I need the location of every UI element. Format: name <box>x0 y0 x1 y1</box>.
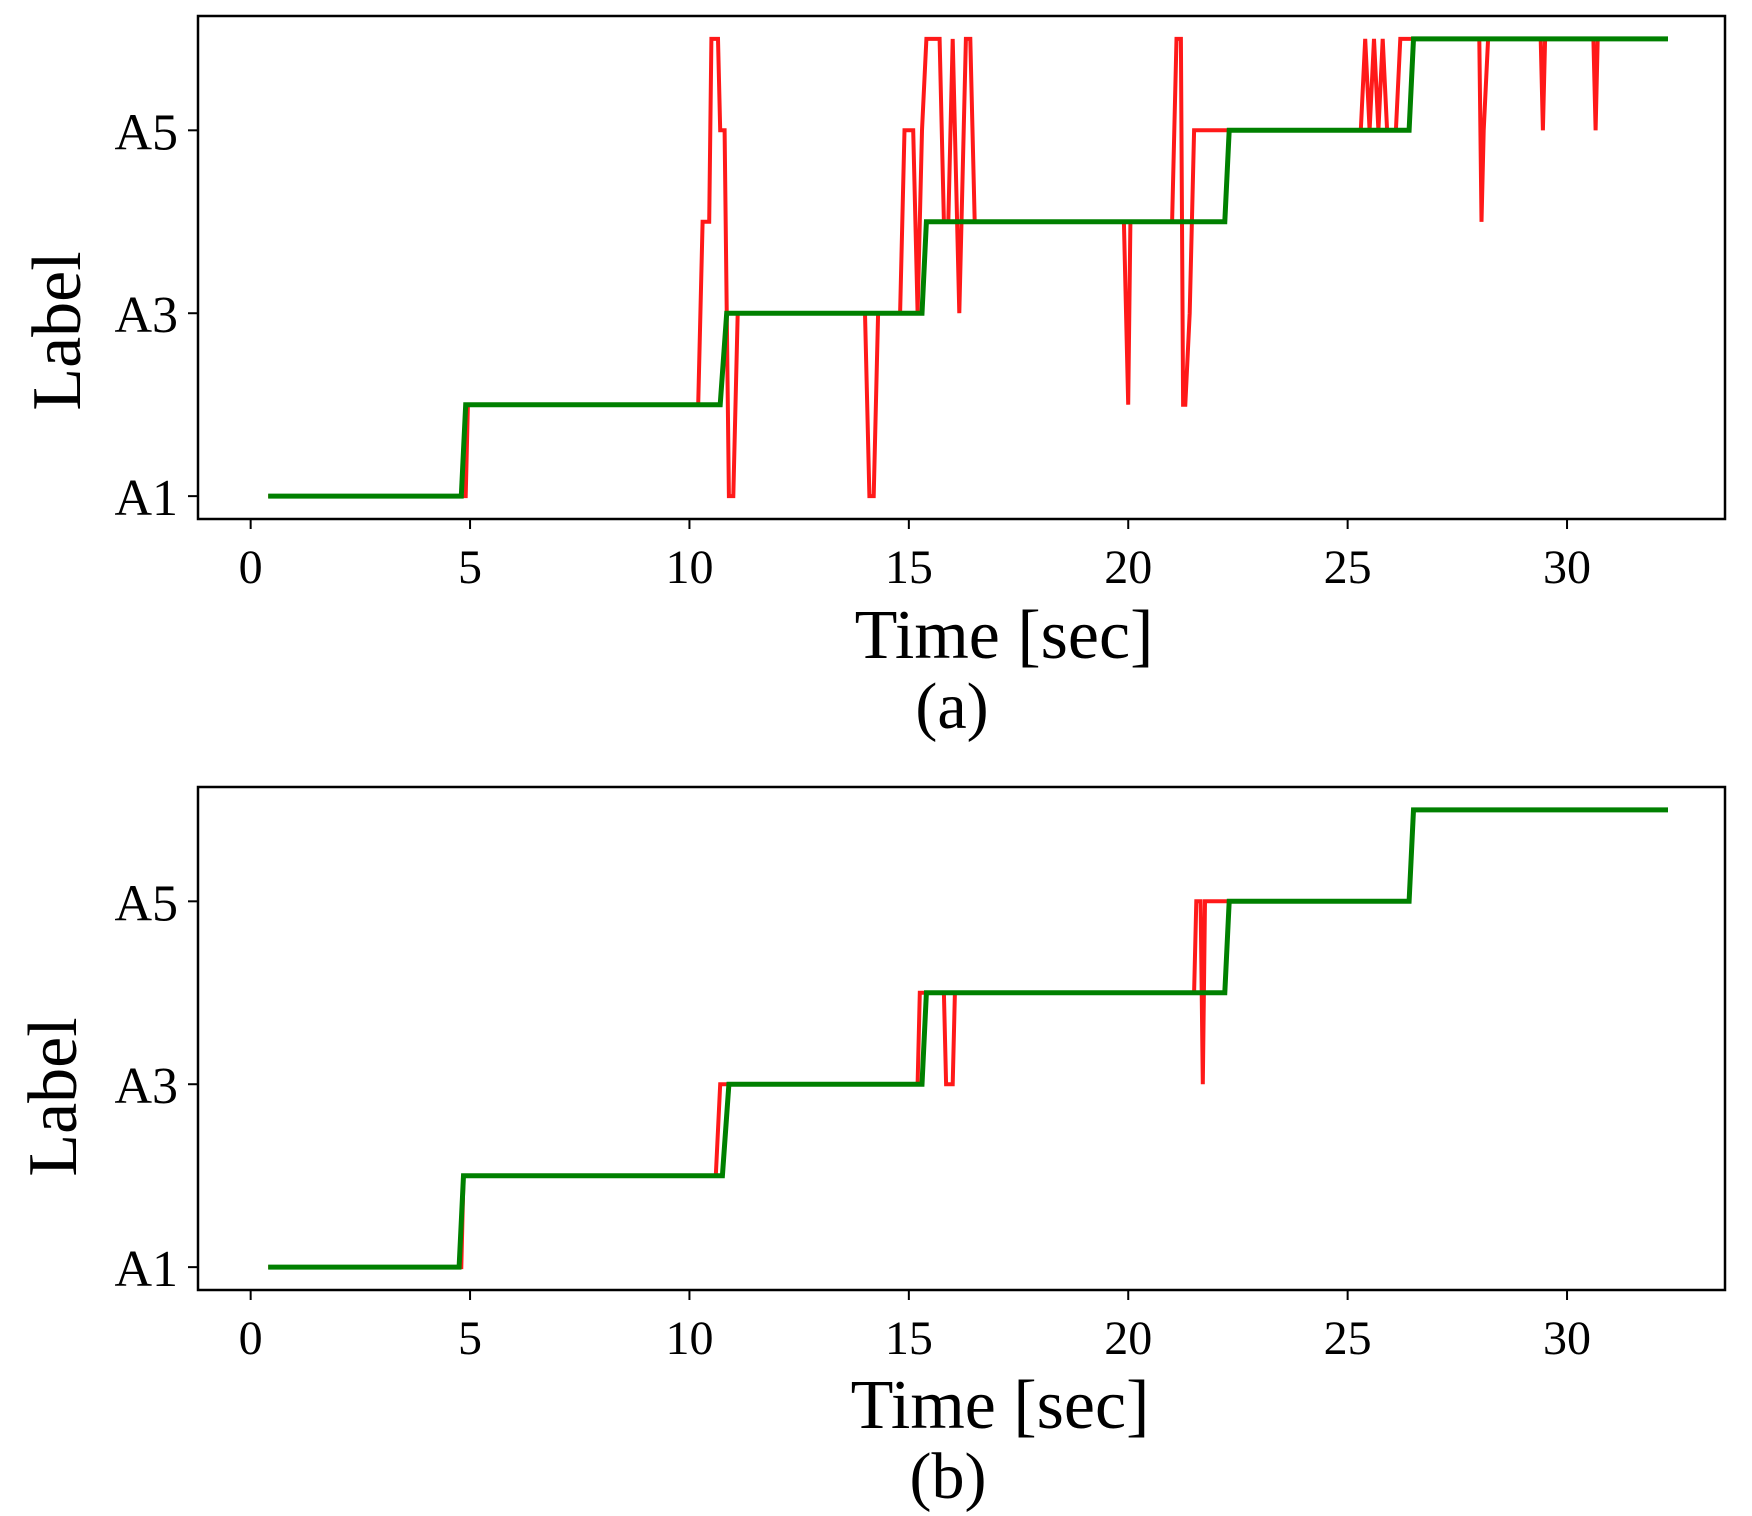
x-tick-label-a: 0 <box>239 541 263 594</box>
y-tick-label-a: A5 <box>114 104 178 161</box>
x-ticks-a: 0 5 10 15 20 25 30 <box>239 519 1591 594</box>
predicted-line-b <box>268 807 1668 1270</box>
x-tick-label-a: 5 <box>458 541 482 594</box>
y-ticks-b: A1 A3 A5 <box>114 875 198 1298</box>
y-axis-label-a: Label <box>19 251 96 410</box>
subplot-b: 0 5 10 15 20 25 30 A1 A3 A5 Time [sec] Label (b) <box>15 785 1727 1513</box>
y-axis-label-b: Label <box>15 1017 92 1176</box>
x-tick-label-a: 25 <box>1324 541 1372 594</box>
plot-frame-b <box>196 785 1727 1292</box>
ground-truth-line-b <box>268 807 1668 1270</box>
y-ticks-a: A1 A3 A5 <box>114 104 198 527</box>
x-tick-label-a: 15 <box>885 541 933 594</box>
x-tick-label-b: 5 <box>458 1312 482 1365</box>
x-axis-label-b: Time [sec] <box>851 1367 1150 1444</box>
x-tick-label-b: 20 <box>1104 1312 1152 1365</box>
x-tick-label-b: 30 <box>1543 1312 1591 1365</box>
y-tick-label-b: A3 <box>114 1058 178 1115</box>
y-tick-label-a: A1 <box>114 470 178 527</box>
x-tick-label-b: 15 <box>885 1312 933 1365</box>
x-tick-label-a: 20 <box>1104 541 1152 594</box>
caption-a: (a) <box>915 670 988 743</box>
plot-frame-a <box>196 14 1727 521</box>
x-tick-label-a: 10 <box>665 541 713 594</box>
y-tick-label-b: A1 <box>114 1241 178 1298</box>
series-b <box>268 807 1668 1270</box>
x-axis-label-a: Time [sec] <box>855 597 1154 674</box>
y-tick-label-b: A5 <box>114 875 178 932</box>
x-tick-label-b: 0 <box>239 1312 263 1365</box>
x-tick-label-a: 30 <box>1543 541 1591 594</box>
subplot-a: 0 5 10 15 20 25 30 A1 A3 A5 Time [sec] Label (a) <box>19 14 1727 743</box>
ground-truth-line-a <box>268 36 1668 499</box>
predicted-line-a <box>268 36 1668 499</box>
caption-b: (b) <box>910 1440 987 1513</box>
series-a <box>268 36 1668 499</box>
y-tick-label-a: A3 <box>114 287 178 344</box>
x-tick-label-b: 25 <box>1324 1312 1372 1365</box>
x-ticks-b: 0 5 10 15 20 25 30 <box>239 1290 1591 1365</box>
x-tick-label-b: 10 <box>665 1312 713 1365</box>
